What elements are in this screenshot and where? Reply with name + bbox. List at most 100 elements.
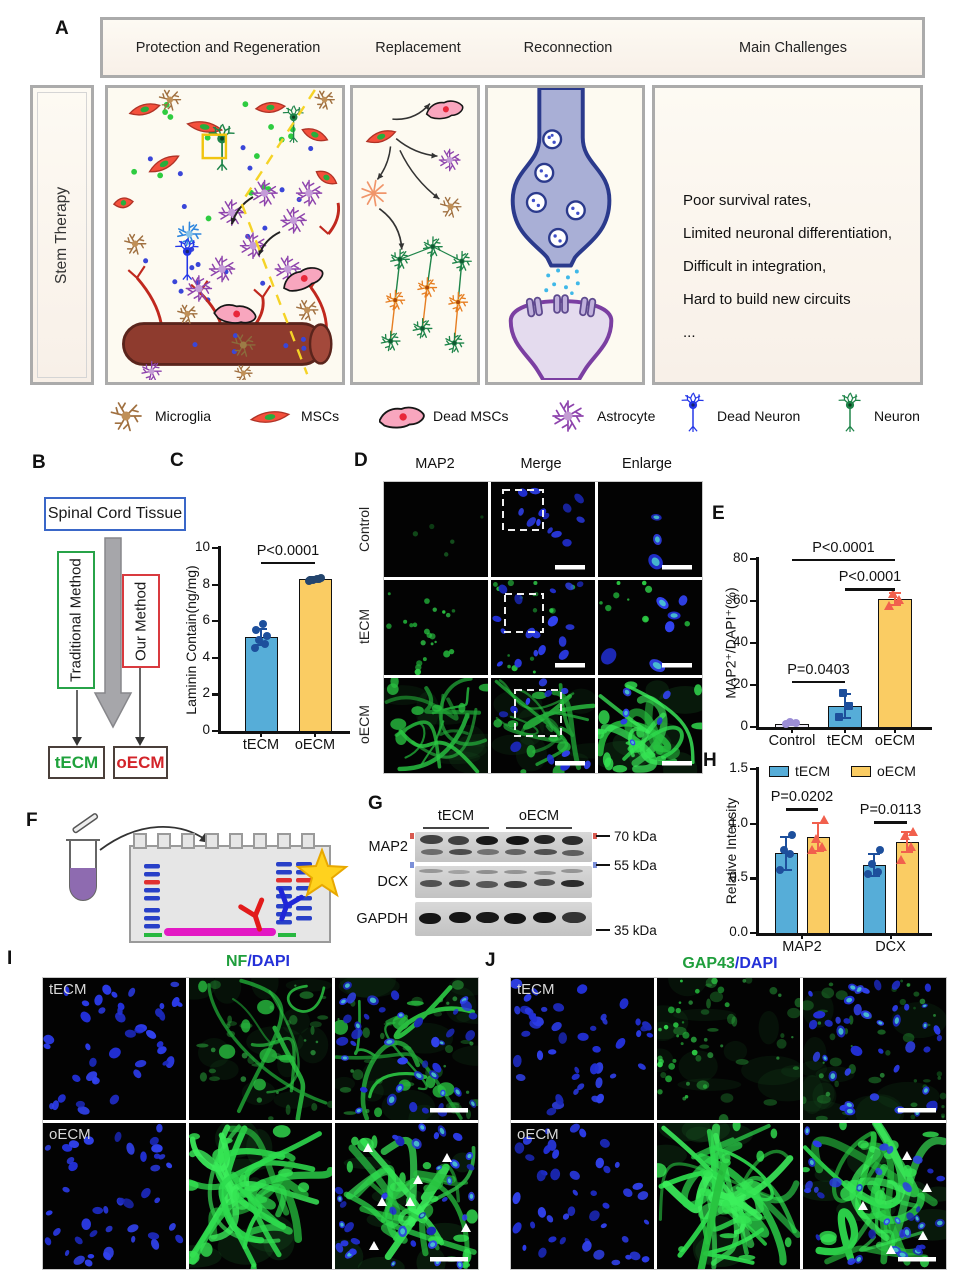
blot-band bbox=[476, 870, 499, 875]
micrograph-d-tecm-enlarge bbox=[598, 580, 702, 675]
blot-band bbox=[504, 912, 527, 924]
panel-label-h: H bbox=[703, 750, 717, 771]
significance-line bbox=[261, 561, 315, 565]
legend-label: MSCs bbox=[301, 408, 340, 424]
blot-strip-gapdh bbox=[415, 902, 592, 936]
legend-label: oECM bbox=[877, 763, 916, 779]
header-challenges: Main Challenges bbox=[738, 39, 848, 56]
i-title: NF/DAPI bbox=[128, 953, 388, 971]
micrograph-d-control-merge bbox=[491, 482, 595, 577]
panel-label-b: B bbox=[32, 452, 46, 473]
error-cap bbox=[868, 853, 880, 856]
micrograph-j-oecm-merge bbox=[799, 1119, 955, 1269]
micrograph-d-tecm-map2 bbox=[384, 580, 488, 676]
blot-band bbox=[505, 835, 530, 845]
d-col-header-merge: Merge bbox=[520, 456, 562, 472]
x-axis bbox=[218, 731, 350, 734]
y-axis bbox=[756, 767, 759, 935]
panel-label-j: J bbox=[485, 950, 496, 971]
micrograph-d-oecm-map2 bbox=[376, 675, 508, 775]
neuron-icon bbox=[838, 392, 861, 433]
kda-label: 35 kDa bbox=[614, 922, 657, 938]
bar bbox=[878, 598, 912, 727]
g-underline bbox=[506, 827, 572, 829]
y-tick-label: 40 bbox=[732, 634, 748, 649]
y-tick bbox=[750, 932, 758, 935]
kda-55: 55 kDa bbox=[596, 857, 657, 873]
legend-label: tECM bbox=[795, 763, 830, 779]
panel-label-c: C bbox=[170, 450, 184, 471]
x-category-label: oECM bbox=[874, 733, 916, 749]
kda-dash bbox=[596, 863, 610, 867]
blot-band bbox=[504, 869, 527, 874]
error-cap bbox=[889, 604, 901, 607]
y-tick-label: 20 bbox=[732, 676, 748, 691]
y-tick-label: 0.5 bbox=[729, 869, 748, 885]
x-tick bbox=[801, 933, 804, 939]
x-tick bbox=[791, 727, 794, 733]
significance-line bbox=[845, 588, 895, 591]
data-point bbox=[792, 719, 800, 728]
g-protein-dcx: DCX bbox=[377, 874, 408, 890]
tube-liquid bbox=[70, 868, 96, 900]
j-row-label-oecm: oECM bbox=[517, 1126, 559, 1143]
kda-35: 35 kDa bbox=[596, 922, 657, 938]
gel-comb-teeth bbox=[133, 833, 315, 849]
synapse-illustration bbox=[508, 86, 614, 382]
laminin-bar-chart: 0 2 4 6 8 10 tECM oECM Laminin Contain(ng/mg) P<0… bbox=[183, 533, 355, 783]
y-tick bbox=[750, 768, 758, 771]
data-point bbox=[252, 626, 260, 635]
transfer-arrow bbox=[99, 826, 207, 851]
blot-band bbox=[476, 880, 498, 888]
micrograph-d-control-map2 bbox=[384, 482, 488, 577]
y-tick bbox=[212, 656, 220, 659]
i-row-label-oecm: oECM bbox=[49, 1126, 91, 1143]
data-point bbox=[864, 869, 872, 878]
j-title-sep: / bbox=[734, 955, 740, 972]
significance-line bbox=[792, 680, 845, 684]
bar bbox=[298, 579, 332, 731]
protection-illustration bbox=[112, 89, 340, 383]
legend-swatch bbox=[851, 766, 871, 777]
challenges-list: Poor survival rates, Limited neuronal di… bbox=[683, 184, 910, 349]
challenge-item: Poor survival rates, bbox=[683, 192, 812, 209]
data-point bbox=[263, 631, 271, 640]
microglia-icon bbox=[110, 402, 142, 432]
g-underline bbox=[423, 827, 489, 829]
d-row-label-oecm: oECM bbox=[356, 705, 372, 745]
tube-lid bbox=[72, 813, 99, 834]
flowchart-arrows bbox=[72, 537, 145, 746]
y-axis bbox=[218, 546, 221, 733]
error-cap bbox=[901, 851, 913, 854]
challenge-item: ... bbox=[683, 324, 696, 341]
blot-band bbox=[420, 879, 443, 887]
i-row-label-tecm: tECM bbox=[49, 981, 87, 998]
p-value-label: P=0.0202 bbox=[770, 789, 834, 806]
header-reconnection: Reconnection bbox=[523, 39, 613, 56]
y-tick bbox=[750, 642, 758, 645]
blot-band bbox=[475, 912, 499, 924]
our-method-box: Our Method bbox=[122, 574, 160, 668]
data-point bbox=[884, 601, 894, 611]
error-cap bbox=[812, 821, 824, 824]
significance-line bbox=[792, 559, 895, 562]
data-point bbox=[786, 850, 794, 859]
big-gray-arrow bbox=[93, 537, 133, 729]
dead-neuron-icon bbox=[681, 392, 704, 433]
y-tick-label: 60 bbox=[732, 592, 748, 607]
oecm-output-box: oECM bbox=[113, 746, 168, 779]
j-row-label-tecm: tECM bbox=[517, 981, 555, 998]
blot-band bbox=[504, 849, 527, 856]
blot-band bbox=[561, 836, 583, 846]
bar bbox=[244, 636, 278, 731]
data-point bbox=[817, 841, 827, 851]
y-tick bbox=[750, 822, 758, 825]
d-col-header-enlarge: Enlarge bbox=[622, 456, 672, 472]
data-point bbox=[894, 594, 904, 604]
western-blot-schematic bbox=[66, 813, 349, 943]
x-tick bbox=[844, 727, 847, 733]
secondary-antibody-icon bbox=[278, 887, 304, 922]
data-point bbox=[251, 643, 259, 652]
micrograph-j-oecm-dapi bbox=[511, 1123, 654, 1269]
micrograph-i-oecm-dapi bbox=[43, 1123, 186, 1269]
